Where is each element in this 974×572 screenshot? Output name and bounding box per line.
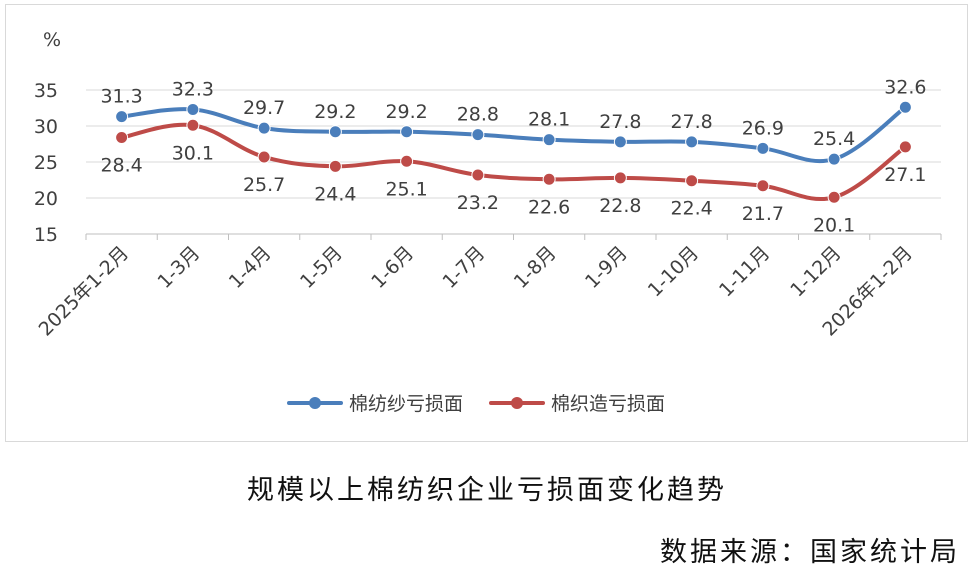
series-marker-2 [186,118,200,132]
data-label-series-2: 30.1 [172,142,214,164]
x-tick-label: 1-4月 [225,242,276,293]
x-tick-label: 1-6月 [367,242,418,293]
line-chart: 15 20 25 30 35% 2025年1-2月 1-3月 1-4月 1-5月 1-6月 1-7月… [34,29,942,415]
data-label-series-2: 21.7 [742,203,784,225]
chart-caption-title: 规模以上棉纺织企业亏损面变化趋势 [247,475,727,506]
x-tick-label: 1-12月 [786,242,845,301]
series-marker-2 [257,150,271,164]
series-line-1 [119,105,908,164]
x-tick-label: 1-7月 [438,242,489,293]
data-label-series-2: 25.7 [243,174,285,196]
data-label-series-1: 28.8 [457,104,499,126]
series-marker-2 [328,159,342,173]
y-tick-label: 30 [34,116,58,138]
data-label-series-1: 32.3 [172,78,214,100]
chart-frame [5,4,968,442]
series-marker-1 [186,102,200,116]
data-label-series-2: 25.1 [385,178,427,200]
data-label-series-2: 24.4 [314,183,356,205]
legend-swatch-marker-2 [511,397,523,409]
data-label-series-1: 29.2 [385,101,427,123]
data-label-series-1: 31.3 [100,86,142,108]
series-marker-1 [328,125,342,139]
series-marker-2 [756,179,770,193]
series-marker-2 [827,190,841,204]
x-tick-label: 1-9月 [581,242,632,293]
y-tick-label: 35 [34,80,58,102]
x-tick-label: 1-3月 [153,242,204,293]
legend-label-1: 棉纺纱亏损面 [349,393,463,415]
series-marker-2 [471,168,485,182]
data-label-series-2: 27.1 [884,164,926,186]
series-marker-2 [400,154,414,168]
data-label-series-1: 27.8 [599,111,641,133]
series-marker-1 [756,141,770,155]
series-marker-1 [471,128,485,142]
series-marker-1 [613,135,627,149]
y-tick-label: 15 [34,224,58,246]
series-marker-1 [400,125,414,139]
series-marker-1 [542,133,556,147]
chart-caption-source: 数据来源：国家统计局 [660,537,960,568]
series-marker-1 [257,121,271,135]
data-label-series-2: 22.6 [528,196,570,218]
y-unit-label: % [43,29,61,51]
data-label-series-2: 23.2 [457,192,499,214]
data-label-series-2: 22.4 [670,198,712,220]
data-label-series-1: 28.1 [528,109,570,131]
x-tick-label: 1-8月 [510,242,561,293]
data-label-series-1: 26.9 [742,117,784,139]
series-marker-1 [115,110,129,124]
y-tick-label: 25 [34,152,58,174]
data-label-series-1: 25.4 [813,128,855,150]
data-label-series-2: 20.1 [813,214,855,236]
series-marker-1 [898,100,912,114]
series-marker-1 [685,135,699,149]
series-marker-2 [542,172,556,186]
data-label-series-1: 29.7 [243,97,285,119]
x-tick-label: 2025年1-2月 [35,242,134,341]
legend-swatch-marker-1 [309,397,321,409]
series-marker-2 [685,174,699,188]
y-tick-label: 20 [34,188,58,210]
data-label-series-1: 32.6 [884,76,926,98]
x-tick-label: 1-10月 [644,242,703,301]
data-label-series-1: 27.8 [670,111,712,133]
series-marker-2 [613,171,627,185]
series-marker-2 [898,140,912,154]
legend-label-2: 棉织造亏损面 [551,393,665,415]
series-line-2 [119,122,908,201]
x-tick-label: 1-5月 [296,242,347,293]
x-tick-label: 1-11月 [715,242,774,301]
data-label-series-2: 28.4 [100,155,142,177]
series-marker-1 [827,152,841,166]
data-label-series-2: 22.8 [599,195,641,217]
data-label-series-1: 29.2 [314,101,356,123]
series-marker-2 [115,131,129,145]
